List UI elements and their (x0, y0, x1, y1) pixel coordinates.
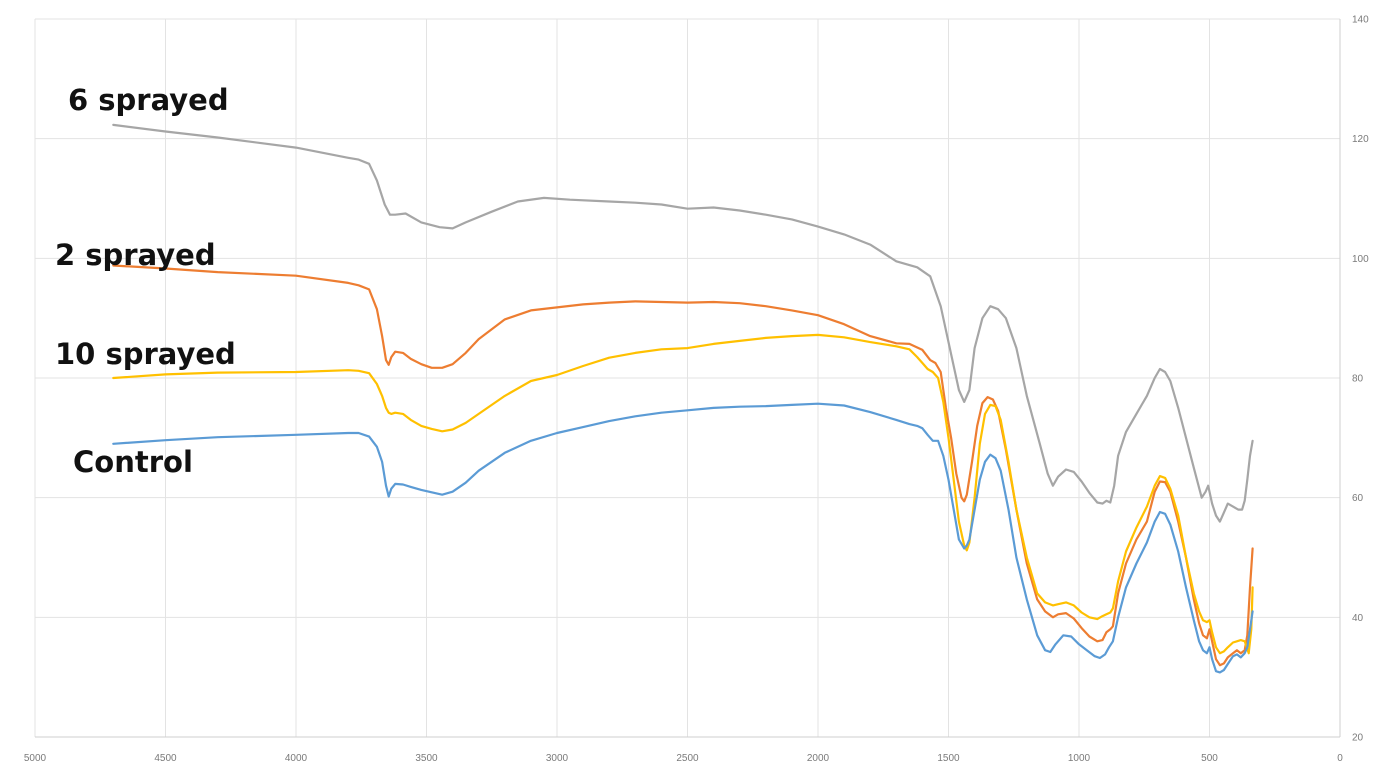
x-tick-label: 3000 (546, 753, 569, 764)
x-tick-label: 1000 (1068, 753, 1091, 764)
y-tick-labels: 20 40 60 80 100 120 140 (1352, 15, 1369, 744)
axes (35, 19, 1341, 738)
y-tick-label: 140 (1352, 15, 1369, 26)
series-label-control: Control (73, 445, 193, 479)
y-tick-label: 120 (1352, 134, 1369, 145)
x-tick-label: 5000 (24, 753, 47, 764)
x-tick-label: 4000 (285, 753, 308, 764)
y-tick-label: 20 (1352, 733, 1364, 744)
x-tick-label: 2500 (676, 753, 699, 764)
series-line-control (112, 402, 1254, 674)
x-tick-label: 1500 (937, 753, 960, 764)
series-line-10-sprayed (112, 333, 1254, 655)
x-tick-label: 2000 (807, 753, 830, 764)
series-line-2-sprayed (112, 264, 1254, 667)
series-lines (112, 123, 1254, 674)
x-tick-label: 500 (1201, 753, 1218, 764)
y-tick-label: 100 (1352, 254, 1369, 265)
series-label-6-sprayed: 6 sprayed (68, 83, 229, 117)
series-line-6-sprayed (112, 123, 1254, 523)
series-label-2-sprayed: 2 sprayed (55, 238, 216, 272)
x-tick-label: 0 (1337, 753, 1343, 764)
series-labels: 6 sprayed 2 sprayed 10 sprayed Control (55, 83, 236, 479)
x-tick-label: 3500 (415, 753, 438, 764)
y-tick-label: 80 (1352, 374, 1364, 385)
x-tick-labels: 5000 4500 4000 3500 3000 2500 2000 1500 1000 500 0 (24, 753, 1343, 764)
y-tick-label: 40 (1352, 613, 1364, 624)
series-label-10-sprayed: 10 sprayed (55, 337, 236, 371)
y-tick-label: 60 (1352, 493, 1364, 504)
x-tick-label: 4500 (154, 753, 177, 764)
